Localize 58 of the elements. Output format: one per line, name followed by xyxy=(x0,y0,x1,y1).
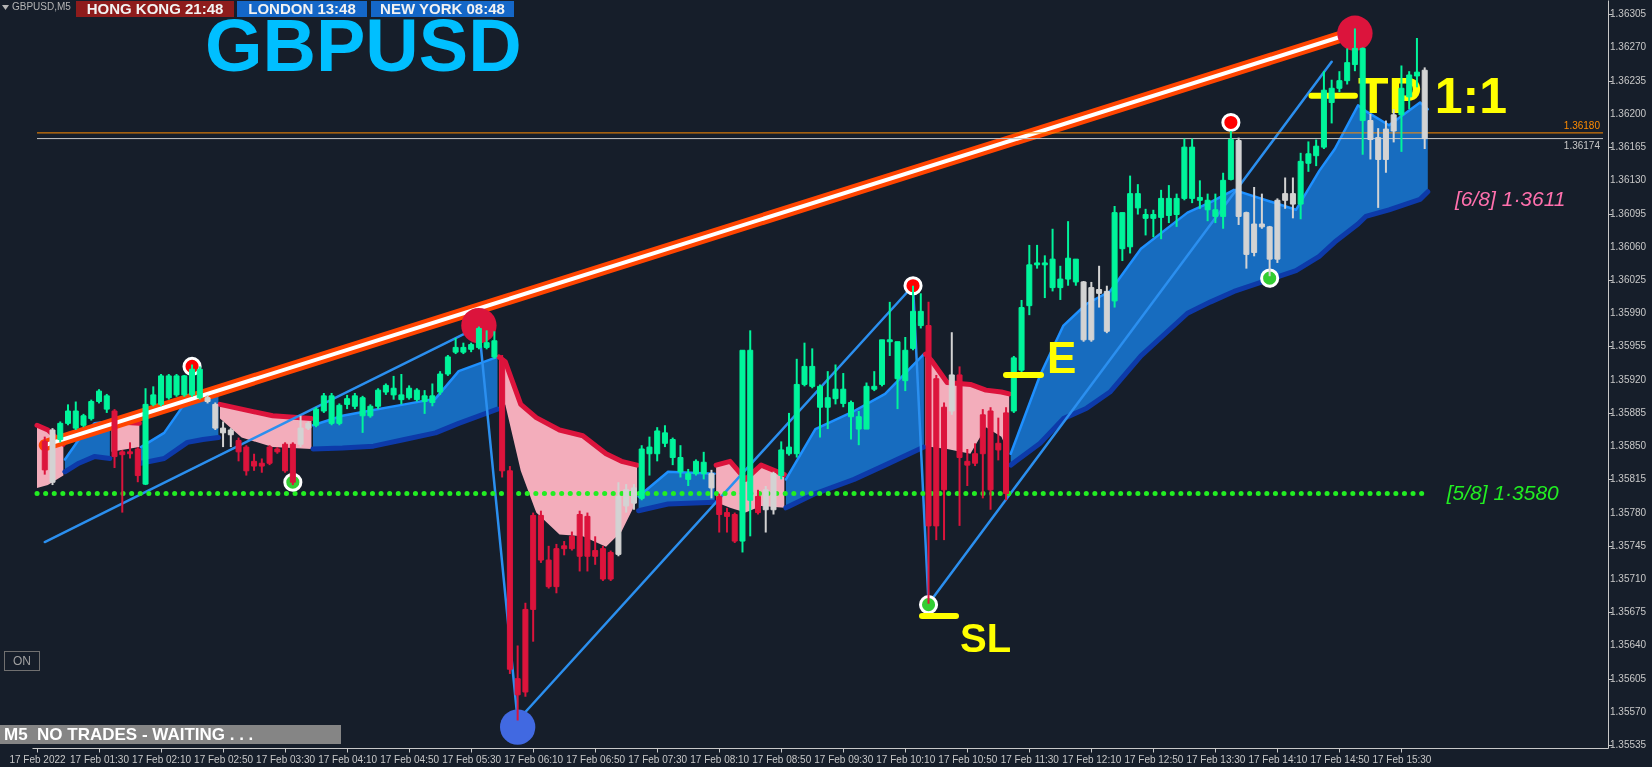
annotation: LONDON 13:48 xyxy=(237,0,367,17)
ref-line-label: 1.36174 xyxy=(1563,139,1601,151)
x-tick-label: 17 Feb 11:30 xyxy=(1000,753,1060,765)
y-tick-label: 1.35605 xyxy=(1610,672,1647,684)
y-tick-label: 1.35640 xyxy=(1610,639,1647,651)
ref-line-label: [5/8] 1·3580 xyxy=(1445,480,1560,504)
annotation: HONG KONG 21:48 xyxy=(76,0,234,17)
y-tick-label: 1.35850 xyxy=(1610,440,1647,452)
x-tick-label: 17 Feb 04:10 xyxy=(318,753,378,765)
y-tick-label: 1.35780 xyxy=(1610,506,1647,518)
x-tick-label: 17 Feb 01:30 xyxy=(70,753,130,765)
x-tick-label: 17 Feb 05:30 xyxy=(442,753,502,765)
annotation: SL xyxy=(960,616,1012,660)
x-tick-label: 17 Feb 14:10 xyxy=(1248,753,1308,765)
y-tick-label: 1.36200 xyxy=(1610,107,1647,119)
button: ON xyxy=(4,651,40,671)
y-tick-label: 1.35535 xyxy=(1610,739,1647,751)
x-tick-label: 17 Feb 08:10 xyxy=(690,753,750,765)
x-tick-label: 17 Feb 14:50 xyxy=(1310,753,1370,765)
y-tick-label: 1.36235 xyxy=(1610,74,1647,86)
y-tick-label: 1.36305 xyxy=(1610,8,1647,20)
y-tick-label: 1.36130 xyxy=(1610,174,1647,186)
y-tick-label: 1.35920 xyxy=(1610,373,1647,385)
y-tick-label: 1.35675 xyxy=(1610,606,1647,618)
y-tick-label: 1.35815 xyxy=(1610,473,1647,485)
x-tick-label: 17 Feb 06:50 xyxy=(566,753,626,765)
x-tick-label: 17 Feb 10:50 xyxy=(938,753,998,765)
x-tick-label: 17 Feb 12:10 xyxy=(1062,753,1122,765)
y-tick-label: 1.36025 xyxy=(1610,274,1647,286)
y-tick-label: 1.36095 xyxy=(1610,207,1647,219)
x-tick-label: 17 Feb 2022 xyxy=(9,753,67,765)
y-tick-label: 1.36060 xyxy=(1610,240,1647,252)
x-tick-label: 17 Feb 07:30 xyxy=(628,753,688,765)
x-tick-label: 17 Feb 08:50 xyxy=(752,753,812,765)
y-tick-label: 1.35955 xyxy=(1610,340,1647,352)
x-tick-label: 17 Feb 03:30 xyxy=(256,753,316,765)
y-tick-label: 1.35990 xyxy=(1610,307,1647,319)
annotation: [6/8] 1·3611 xyxy=(1455,186,1566,212)
y-tick-label: 1.35710 xyxy=(1610,573,1647,585)
x-tick-label: 17 Feb 12:50 xyxy=(1124,753,1184,765)
y-tick-label: 1.35885 xyxy=(1610,406,1647,418)
annotation: E xyxy=(1047,333,1077,382)
x-tick-label: 17 Feb 04:50 xyxy=(380,753,440,765)
x-tick-label: 17 Feb 02:10 xyxy=(132,753,192,765)
y-tick-label: 1.36165 xyxy=(1610,141,1647,153)
x-tick-label: 17 Feb 09:30 xyxy=(814,753,874,765)
x-tick-label: 17 Feb 13:30 xyxy=(1186,753,1246,765)
ref-line-label: 1.36180 xyxy=(1563,119,1601,131)
y-tick-label: 1.35570 xyxy=(1610,705,1647,717)
annotation: NEW YORK 08:48 xyxy=(371,0,514,17)
annotation: GBPUSD,M5 xyxy=(12,1,71,13)
y-tick-label: 1.36270 xyxy=(1610,41,1647,53)
x-tick-label: 17 Feb 02:50 xyxy=(194,753,254,765)
y-tick-label: 1.35745 xyxy=(1610,539,1647,551)
x-tick-label: 17 Feb 06:10 xyxy=(504,753,564,765)
x-tick-label: 17 Feb 10:10 xyxy=(876,753,936,765)
annotation: M5 NO TRADES - WAITING . . . xyxy=(4,725,254,744)
x-tick-label: 17 Feb 15:30 xyxy=(1372,753,1432,765)
